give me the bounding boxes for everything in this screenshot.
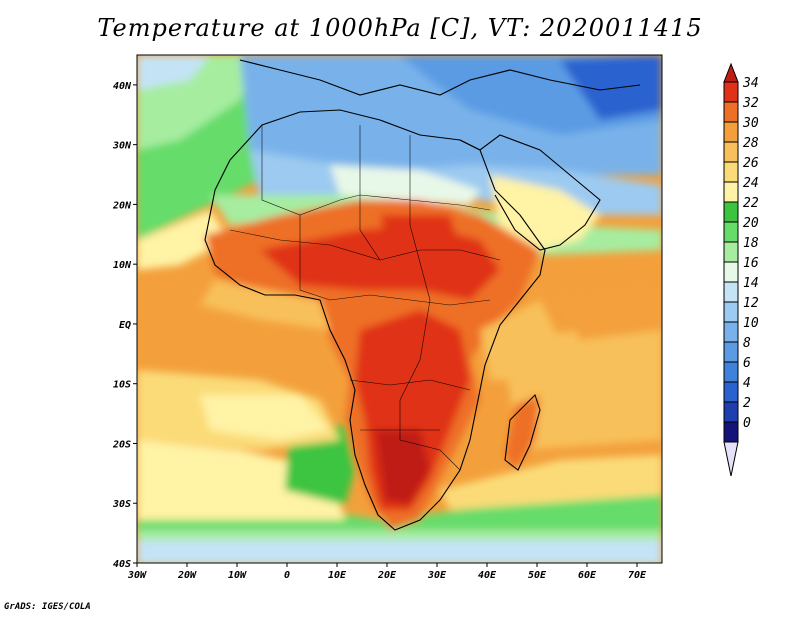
- map-title: Temperature at 1000hPa [C], VT: 20200114…: [97, 14, 703, 42]
- colorbar-swatch: [723, 401, 739, 423]
- colorbar-label: 28: [743, 136, 759, 151]
- x-tick-label: 30E: [427, 570, 447, 581]
- x-tick-label: 60E: [578, 570, 597, 581]
- y-tick-label: 40N: [113, 81, 132, 92]
- x-tick-label: 0: [284, 570, 290, 581]
- colorbar-swatch: [723, 201, 739, 223]
- credit-footer: GrADS: IGES/COLA: [4, 602, 91, 612]
- x-tick-label: 30W: [127, 570, 147, 581]
- x-tick-label: 20W: [177, 570, 197, 581]
- colorbar-label: 10: [743, 316, 759, 331]
- colorbar-over-arrow: [723, 62, 739, 83]
- colorbar-swatch: [723, 381, 739, 403]
- colorbar-swatch: [723, 341, 739, 363]
- y-tick-label: 20N: [112, 200, 132, 211]
- y-tick-label: 30N: [112, 141, 132, 152]
- colorbar-label: 34: [742, 76, 759, 91]
- y-tick-label: 20S: [112, 439, 131, 450]
- colorbar-swatch: [723, 81, 739, 103]
- colorbar-label: 12: [743, 296, 759, 311]
- y-tick-label: 10S: [113, 380, 131, 391]
- colorbar-swatch: [723, 261, 739, 283]
- colorbar-swatch: [723, 141, 739, 163]
- colorbar-swatch: [723, 361, 739, 383]
- colorbar-label: 24: [743, 176, 759, 191]
- x-tick-label: 20E: [377, 570, 397, 581]
- colorbar-label: 20: [743, 216, 759, 231]
- y-tick-label: EQ: [119, 320, 131, 331]
- colorbar-label: 26: [743, 156, 759, 171]
- colorbar-swatch: [723, 281, 739, 303]
- colorbar-swatch: [723, 221, 739, 243]
- colorbar-swatch: [723, 301, 739, 323]
- x-tick-label: 10W: [228, 570, 247, 581]
- colorbar-label: 30: [742, 116, 759, 131]
- x-tick-label: 10E: [328, 570, 347, 581]
- colorbar-swatch: [723, 421, 739, 443]
- colorbar-label: 14: [743, 276, 759, 291]
- colorbar-label: 2: [743, 396, 751, 411]
- x-axis: 30W 20W 10W 0 10E 20E 30E 40E 50E 60E 70E: [127, 563, 647, 581]
- map-frame: [136, 54, 663, 564]
- x-tick-label: 40E: [478, 570, 497, 581]
- colorbar-label: 32: [742, 96, 759, 111]
- colorbar-label: 0: [743, 416, 751, 431]
- colorbar-label: 22: [743, 196, 759, 211]
- colorbar-swatch: [723, 321, 739, 343]
- x-tick-label: 50E: [528, 570, 547, 581]
- y-axis: 40N 30N 20N 10N EQ 10S 20S 30S 40S: [112, 81, 137, 570]
- y-tick-label: 40S: [113, 559, 131, 570]
- colorbar-label: 4: [743, 376, 751, 391]
- colorbar-swatch: [723, 241, 739, 263]
- temperature-field: [137, 55, 662, 563]
- colorbar-swatch: [723, 161, 739, 183]
- colorbar-swatch: [723, 101, 739, 123]
- colorbar-label: 18: [743, 236, 759, 251]
- x-tick-label: 70E: [628, 570, 647, 581]
- country-borders: [229, 125, 501, 471]
- colorbar-label: 16: [743, 256, 759, 271]
- colorbar-under-arrow: [723, 441, 739, 477]
- colorbar-label: 6: [743, 356, 751, 371]
- y-tick-label: 10N: [113, 260, 132, 271]
- y-tick-label: 30S: [112, 499, 131, 510]
- colorbar-swatch: [723, 181, 739, 203]
- coastline: [204, 59, 641, 531]
- colorbar-swatch: [723, 121, 739, 143]
- colorbar-label: 8: [743, 336, 751, 351]
